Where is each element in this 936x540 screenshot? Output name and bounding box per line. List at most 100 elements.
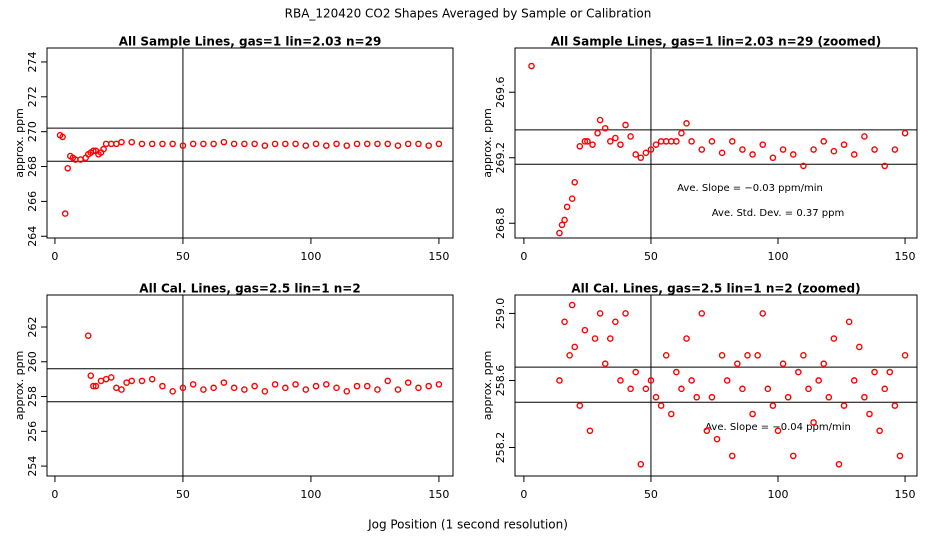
point <box>563 203 571 211</box>
point <box>708 138 716 145</box>
point <box>667 410 675 418</box>
point <box>901 129 909 137</box>
point <box>657 402 665 409</box>
y-tick-label: 264 <box>26 226 39 247</box>
y-tick-label: 270 <box>26 121 39 142</box>
point <box>138 377 146 385</box>
point <box>637 460 645 468</box>
point <box>698 146 706 153</box>
point <box>312 382 320 390</box>
point <box>825 393 833 401</box>
point <box>739 146 746 153</box>
panel-title: All Sample Lines, gas=1 lin=2.03 n=29 <box>119 35 382 49</box>
point <box>678 129 685 137</box>
point <box>789 151 797 158</box>
point <box>571 179 579 186</box>
point <box>322 142 330 149</box>
point <box>568 301 576 309</box>
point <box>683 120 690 127</box>
point <box>830 147 838 155</box>
point <box>90 382 97 390</box>
point <box>769 402 777 409</box>
point <box>374 140 381 148</box>
page-title: RBA_120420 CO2 Shapes Averaged by Sample… <box>285 7 652 21</box>
point <box>850 151 858 158</box>
point <box>251 140 258 148</box>
plot-frame <box>46 294 454 477</box>
y-tick-label: 258 <box>26 386 39 407</box>
point <box>835 460 843 468</box>
point <box>353 382 361 390</box>
panel-title: All Sample Lines, gas=1 lin=2.03 n=29 (z… <box>551 35 881 49</box>
point <box>723 377 731 384</box>
point <box>815 377 822 384</box>
point <box>61 210 69 217</box>
x-tick-label: 50 <box>644 488 658 501</box>
point <box>220 138 228 146</box>
point <box>271 381 279 388</box>
y-tick-label: 272 <box>26 86 39 107</box>
point <box>683 335 690 342</box>
y-axis-label: approx. ppm <box>481 351 494 421</box>
point <box>759 310 767 317</box>
point <box>789 452 797 460</box>
point <box>576 402 584 409</box>
point <box>363 140 371 148</box>
point <box>169 388 176 395</box>
x-tick-label: 0 <box>51 250 58 263</box>
plot-frame <box>514 47 918 239</box>
point <box>612 134 619 142</box>
point <box>179 384 187 392</box>
point <box>688 138 695 145</box>
plot-frame <box>514 294 918 477</box>
point <box>596 310 604 317</box>
point <box>662 352 670 359</box>
annotation: Ave. Slope = −0.03 ppm/min <box>677 183 823 194</box>
point <box>59 133 66 141</box>
point <box>764 385 772 393</box>
panel-title: All Cal. Lines, gas=2.5 lin=1 n=2 <box>139 282 360 296</box>
point <box>210 384 217 392</box>
point <box>118 386 125 393</box>
point <box>784 393 792 401</box>
y-tick-label: 269.2 <box>494 142 507 174</box>
point <box>840 402 848 409</box>
point <box>647 377 655 384</box>
point <box>566 352 573 359</box>
point <box>581 326 589 334</box>
point <box>561 318 568 326</box>
x-tick-label: 100 <box>300 488 321 501</box>
point <box>820 360 828 368</box>
point <box>261 142 269 149</box>
point <box>558 221 566 229</box>
point <box>606 138 614 145</box>
point <box>800 352 807 359</box>
point <box>589 141 596 148</box>
y-tick-label: 259.0 <box>494 298 507 330</box>
point <box>584 138 591 145</box>
point <box>891 146 899 153</box>
point <box>617 141 624 148</box>
x-tick-label: 0 <box>520 250 527 263</box>
point <box>703 427 711 435</box>
point <box>896 452 904 460</box>
point <box>673 138 680 145</box>
y-tick-label: 262 <box>26 316 39 337</box>
y-tick-label: 254 <box>26 456 39 477</box>
y-tick-label: 256 <box>26 421 39 442</box>
y-tick-label: 258.2 <box>494 432 507 464</box>
point <box>333 384 340 392</box>
point <box>617 377 624 384</box>
point <box>159 382 166 390</box>
point <box>718 352 726 359</box>
point <box>728 138 736 145</box>
point <box>343 388 351 395</box>
point <box>84 332 92 339</box>
x-tick-label: 0 <box>51 488 58 501</box>
point <box>632 151 640 158</box>
point <box>840 141 848 148</box>
plot-frame <box>46 47 454 239</box>
point <box>128 377 136 385</box>
